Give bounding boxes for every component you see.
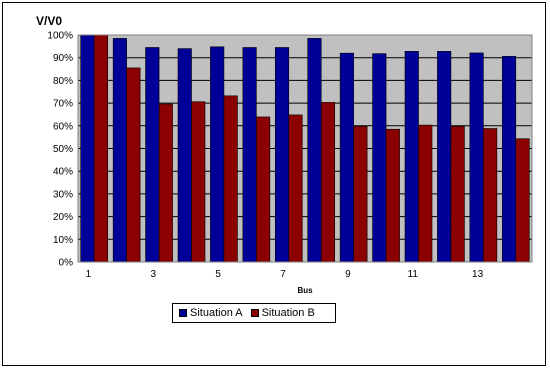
y-tick-label: 90%: [53, 53, 73, 64]
bar-situation-a: [112, 38, 127, 263]
bar-situation-b: [191, 101, 206, 263]
bar-situation-b: [385, 128, 400, 263]
bar-situation-b: [515, 138, 530, 263]
x-tick-label: 9: [345, 269, 351, 280]
y-tick-label: 20%: [53, 212, 73, 223]
bar-situation-b: [483, 128, 498, 263]
bar-situation-b: [223, 95, 238, 263]
bar-situation-a: [437, 51, 452, 263]
x-tick-label: 7: [280, 269, 286, 280]
bar-situation-a: [210, 46, 225, 263]
y-tick-label: 50%: [53, 144, 73, 155]
y-axis-title: V/V0: [36, 14, 62, 28]
bar-situation-a: [404, 51, 419, 263]
bar-situation-b: [450, 125, 465, 263]
bar-situation-b: [418, 124, 433, 263]
bar-situation-a: [339, 52, 354, 263]
bar-situation-a: [242, 47, 257, 263]
bar-situation-a: [501, 56, 517, 263]
legend-item-situation-a: Situation A: [179, 307, 243, 319]
legend: Situation A Situation B: [172, 303, 336, 323]
y-tick-labels: 0% 10% 20% 30% 40% 50% 60% 70% 80% 90% 100%: [47, 31, 73, 269]
y-tick-label: 0%: [59, 258, 74, 269]
x-tick-label: 3: [151, 269, 157, 280]
legend-label-situation-a: Situation A: [190, 307, 243, 319]
bar-situation-a: [307, 38, 322, 263]
plot-border: [77, 34, 533, 263]
y-tick-label: 70%: [53, 99, 73, 110]
y-tick-label: 10%: [53, 235, 73, 246]
bar-situation-b: [320, 102, 336, 263]
x-tick-label: 13: [472, 269, 484, 280]
axes: [77, 34, 533, 263]
x-tick-labels: 1 3 5 7 9 11 13: [86, 269, 484, 280]
y-tick-label: 40%: [53, 167, 73, 178]
y-tick-label: 30%: [53, 189, 73, 200]
bar-situation-b: [256, 116, 271, 263]
bar-situation-b: [288, 114, 303, 263]
y-tick-label: 100%: [47, 31, 73, 42]
bar-situation-b: [158, 103, 173, 263]
legend-swatch-situation-a: [179, 309, 187, 317]
bar-situation-a: [177, 48, 192, 263]
x-tick-label: 5: [215, 269, 221, 280]
x-axis-title: Bus: [297, 286, 313, 295]
y-tick-label: 60%: [53, 121, 73, 132]
bar-situation-a: [274, 47, 290, 263]
bar-situation-b: [126, 67, 141, 263]
legend-item-situation-b: Situation B: [250, 307, 315, 319]
bar-situation-a: [372, 53, 387, 263]
y-tick-label: 80%: [53, 76, 73, 87]
legend-label-situation-b: Situation B: [261, 307, 315, 319]
bar-situation-a: [80, 34, 95, 263]
x-tick-label: 1: [86, 269, 92, 280]
bar-situation-a: [145, 47, 160, 263]
legend-swatch-situation-b: [250, 309, 259, 317]
bar-situation-a: [469, 52, 484, 263]
bar-situation-b: [353, 125, 368, 263]
bar-situation-b: [93, 34, 109, 263]
x-tick-label: 11: [408, 269, 419, 280]
